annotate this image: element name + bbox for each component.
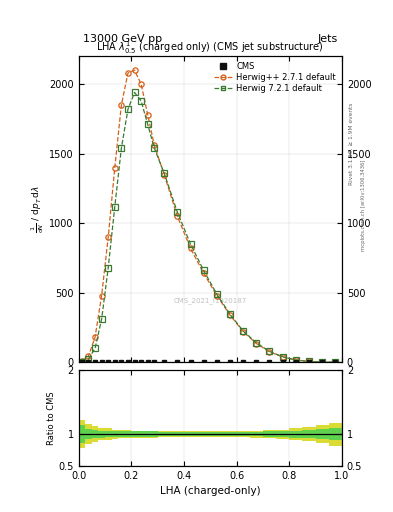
Text: CMS_2021_I1920187: CMS_2021_I1920187 xyxy=(174,297,247,305)
Text: mcplots.cern.ch [arXiv:1306.3436]: mcplots.cern.ch [arXiv:1306.3436] xyxy=(361,159,366,250)
Text: Jets: Jets xyxy=(318,33,338,44)
Text: Rivet 3.1.10, ≥ 1.9M events: Rivet 3.1.10, ≥ 1.9M events xyxy=(349,102,354,184)
Text: 13000 GeV pp: 13000 GeV pp xyxy=(83,33,162,44)
Y-axis label: Ratio to CMS: Ratio to CMS xyxy=(47,391,55,445)
Y-axis label: $\frac{1}{\mathrm{d}N}$ / $\mathrm{d}p_T \, \mathrm{d}\lambda$: $\frac{1}{\mathrm{d}N}$ / $\mathrm{d}p_T… xyxy=(30,185,46,233)
Title: LHA $\lambda^{1}_{0.5}$ (charged only) (CMS jet substructure): LHA $\lambda^{1}_{0.5}$ (charged only) (… xyxy=(96,39,324,56)
Legend: CMS, Herwig++ 2.7.1 default, Herwig 7.2.1 default: CMS, Herwig++ 2.7.1 default, Herwig 7.2.… xyxy=(212,60,338,95)
X-axis label: LHA (charged-only): LHA (charged-only) xyxy=(160,486,261,496)
